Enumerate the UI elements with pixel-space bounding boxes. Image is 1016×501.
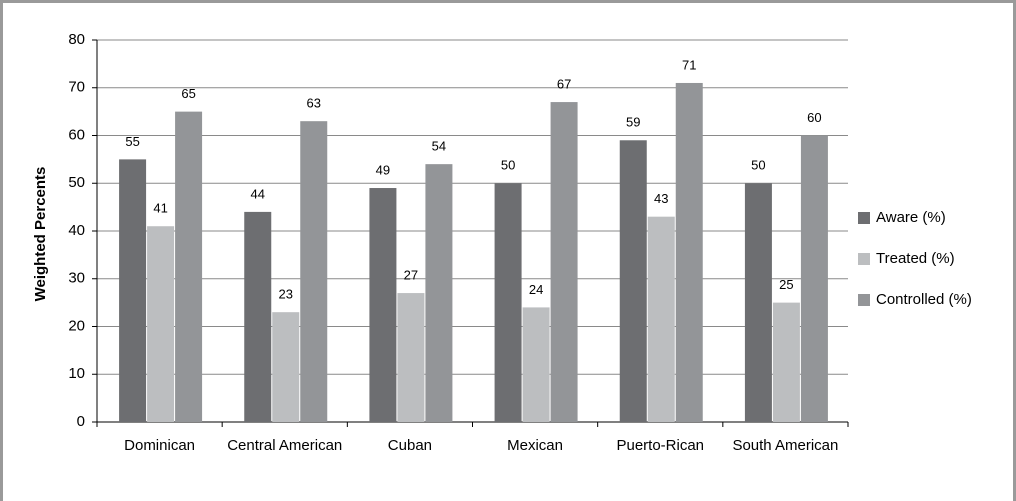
- x-tick-label: South American: [732, 437, 839, 454]
- bar: [522, 307, 550, 422]
- y-tick-label: 10: [68, 365, 85, 382]
- bar: [675, 82, 703, 422]
- bar: [494, 183, 522, 422]
- bar: [244, 211, 272, 422]
- legend-swatch: [858, 294, 870, 306]
- data-label: 59: [626, 115, 640, 130]
- bar: [772, 302, 800, 422]
- y-tick-label: 70: [68, 79, 85, 96]
- x-tick-label: Dominican: [124, 437, 196, 454]
- data-label: 65: [181, 86, 195, 101]
- legend-label: Treated (%): [876, 250, 955, 267]
- bar: [369, 188, 397, 422]
- data-label: 50: [751, 158, 765, 173]
- bar: [119, 159, 147, 422]
- legend-swatch: [858, 253, 870, 265]
- legend-swatch: [858, 212, 870, 224]
- x-tick-label: Mexican: [507, 437, 563, 454]
- y-tick-label: 0: [77, 413, 85, 430]
- x-tick-label: Cuban: [387, 437, 432, 454]
- legend-label: Controlled (%): [876, 291, 972, 308]
- data-label: 23: [279, 287, 293, 302]
- data-label: 67: [557, 77, 571, 92]
- y-tick-label: 40: [68, 222, 85, 239]
- legend-label: Aware (%): [876, 209, 946, 226]
- bar: [619, 140, 647, 422]
- data-label: 63: [307, 96, 321, 111]
- chart: Weighted Percents 0 10 20 30 40 50 60 70 80 55 41 6…: [32, 31, 972, 430]
- bar: [147, 226, 175, 422]
- bar: [397, 293, 425, 422]
- data-label: 49: [376, 162, 390, 177]
- y-tick-label: 30: [68, 270, 85, 287]
- data-label: 54: [432, 139, 446, 154]
- data-label: 25: [779, 277, 793, 292]
- bar: [175, 111, 203, 422]
- bar: [272, 312, 300, 422]
- bar: [425, 164, 453, 422]
- bar: [300, 121, 328, 423]
- y-tick-label: 50: [68, 174, 85, 191]
- bar: [647, 216, 675, 422]
- y-tick-label: 60: [68, 126, 85, 143]
- data-label: 44: [251, 186, 265, 201]
- data-label: 50: [501, 158, 515, 173]
- data-label: 24: [529, 282, 543, 297]
- y-axis-title: Weighted Percents: [32, 167, 49, 302]
- x-tick-label: Puerto-Rican: [616, 437, 705, 454]
- data-label: 41: [153, 201, 167, 216]
- data-label: 27: [404, 268, 418, 283]
- bar: [744, 183, 772, 422]
- x-tick-label: Central American: [227, 437, 343, 454]
- bar: [550, 102, 578, 422]
- data-label: 71: [682, 57, 696, 72]
- bar: [800, 135, 828, 422]
- data-label: 43: [654, 191, 668, 206]
- data-label: 60: [807, 110, 821, 125]
- y-tick-label: 20: [68, 317, 85, 334]
- data-label: 55: [125, 134, 139, 149]
- y-tick-label: 80: [68, 31, 85, 48]
